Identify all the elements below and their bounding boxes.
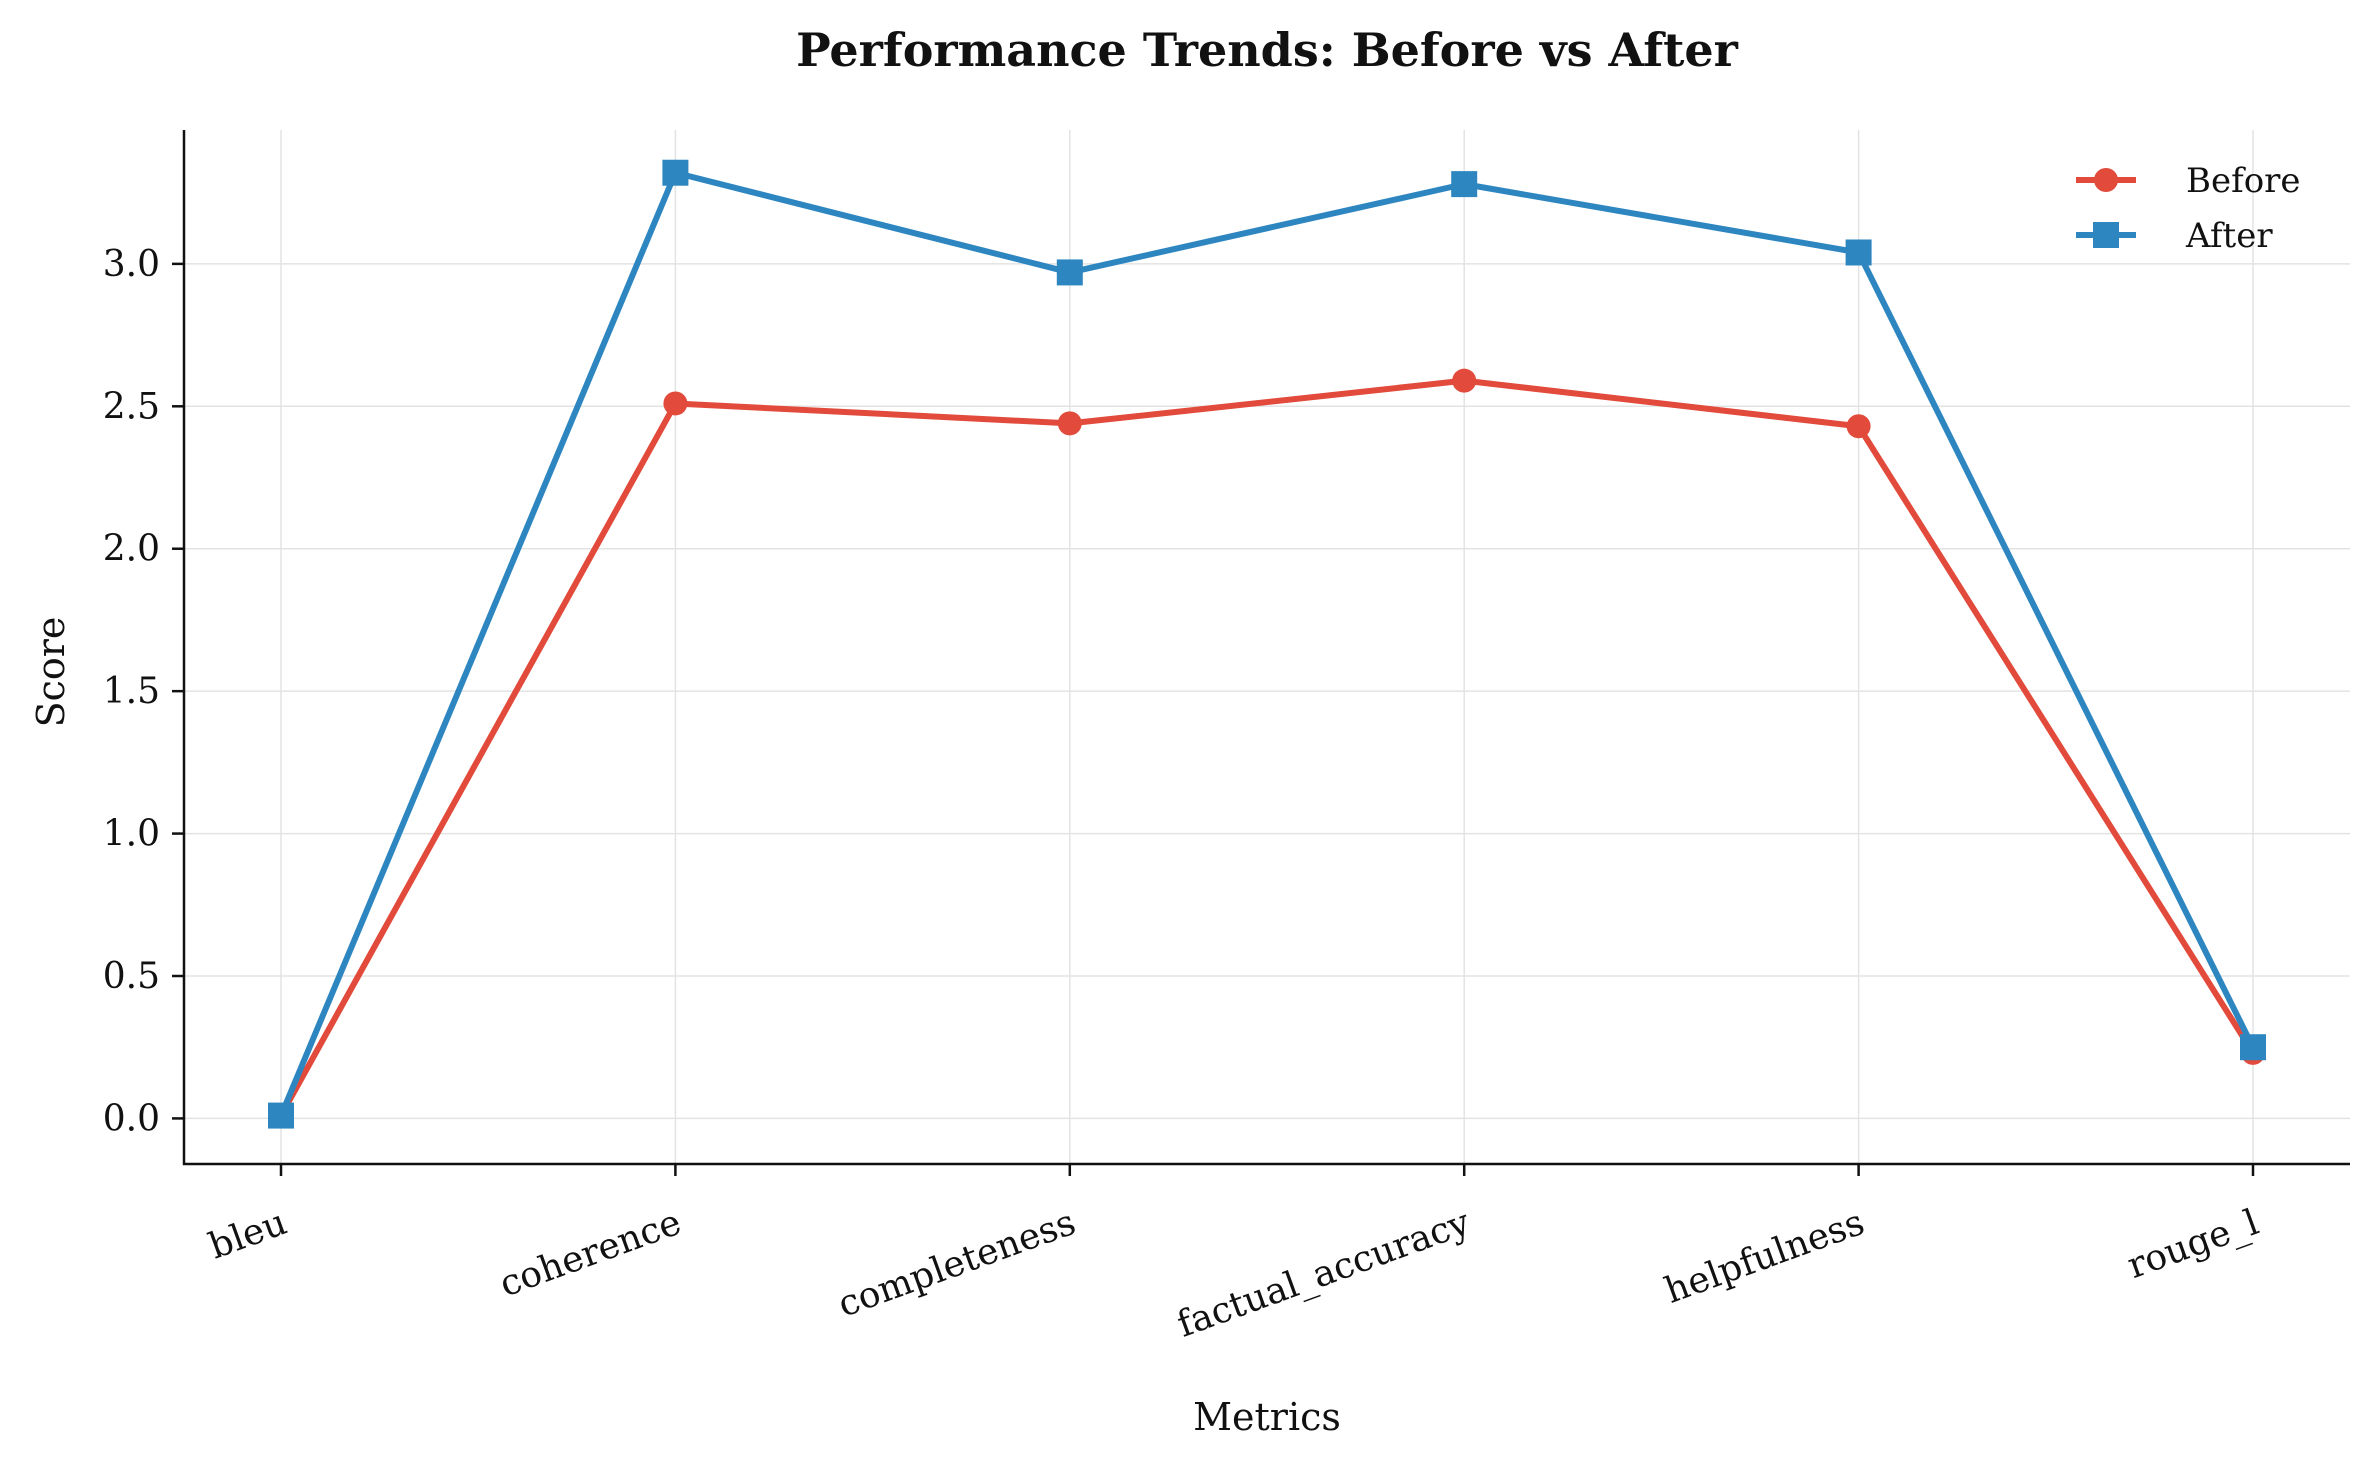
series-before xyxy=(269,368,2265,1128)
data-point-square xyxy=(2240,1034,2266,1061)
axes xyxy=(182,130,2350,1166)
data-point-square xyxy=(1845,239,1872,266)
x-tick-label: rouge_l xyxy=(2122,1202,2264,1287)
y-tick-label: 2.0 xyxy=(103,529,160,570)
x-tick-label: coherence xyxy=(494,1202,686,1305)
y-tick-label: 1.5 xyxy=(103,671,160,712)
legend-marker-square xyxy=(2093,222,2119,248)
legend: Before After xyxy=(2076,161,2301,256)
y-axis-ticks: 0.0 0.5 1.0 1.5 2.0 2.5 3.0 xyxy=(103,244,184,1139)
chart-title: Performance Trends: Before vs After xyxy=(796,23,1739,77)
y-tick-label: 1.0 xyxy=(103,814,160,855)
series-after xyxy=(268,159,2266,1129)
x-tick-label: helpfulness xyxy=(1660,1202,1870,1312)
grid xyxy=(184,130,2350,1164)
x-axis-ticks: bleu coherence completeness factual_accurac… xyxy=(204,1164,2264,1346)
legend-marker-circle xyxy=(2094,168,2118,192)
series-line xyxy=(278,169,2256,1119)
y-axis-label: Score xyxy=(29,617,73,728)
data-point-circle xyxy=(1057,411,1082,436)
x-axis-label: Metrics xyxy=(1193,1395,1341,1439)
x-tick-label: factual_accuracy xyxy=(1172,1202,1476,1346)
data-point-circle xyxy=(1452,368,1477,393)
x-tick-label: bleu xyxy=(204,1202,292,1268)
data-point-square xyxy=(1451,171,1478,198)
legend-label: After xyxy=(2185,216,2273,256)
series xyxy=(268,159,2266,1129)
y-tick-label: 3.0 xyxy=(103,244,160,285)
legend-label: Before xyxy=(2186,161,2301,201)
y-tick-label: 0.0 xyxy=(103,1098,160,1139)
y-tick-label: 2.5 xyxy=(103,386,160,427)
data-point-square xyxy=(662,159,689,186)
data-point-circle xyxy=(1846,414,1871,439)
y-tick-label: 0.5 xyxy=(103,956,160,997)
data-point-square xyxy=(268,1102,294,1129)
axis-spine xyxy=(182,130,2350,1166)
x-tick-label: completeness xyxy=(833,1202,1081,1326)
data-point-square xyxy=(1056,259,1083,286)
series-line xyxy=(278,377,2256,1119)
data-point-circle xyxy=(663,391,688,416)
